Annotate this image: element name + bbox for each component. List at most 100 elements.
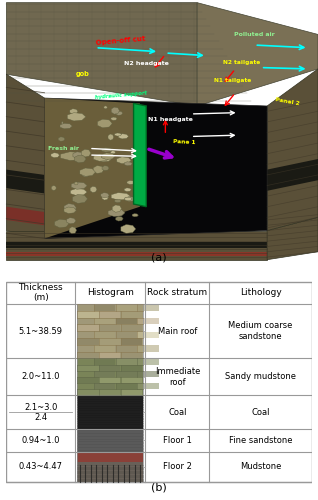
Polygon shape [101,153,115,160]
Polygon shape [67,112,86,121]
Bar [121,365,142,370]
Polygon shape [114,133,121,136]
Polygon shape [74,155,86,163]
Text: Mudstone: Mudstone [240,462,281,471]
Text: Fresh air: Fresh air [48,146,79,151]
Bar [121,378,142,383]
Text: N1 headgate: N1 headgate [148,116,193,121]
Bar [78,304,143,358]
Bar [78,304,143,358]
Text: Rock stratum: Rock stratum [147,288,207,298]
Polygon shape [73,152,84,158]
Bar [121,311,142,318]
Text: 2.0~11.0: 2.0~11.0 [21,372,60,382]
Polygon shape [80,168,95,176]
Text: N1 tailgate: N1 tailgate [213,78,251,84]
Bar [116,359,137,364]
Text: 2.1~3.0: 2.1~3.0 [24,402,57,411]
Polygon shape [98,157,111,162]
Text: (a): (a) [151,252,167,262]
Polygon shape [82,172,89,177]
Bar [94,332,115,338]
Polygon shape [93,154,110,161]
Bar [99,352,121,358]
Text: N2 tailgate: N2 tailgate [223,60,260,65]
Polygon shape [117,157,131,164]
Polygon shape [6,2,197,106]
Polygon shape [108,134,114,140]
Bar [78,352,99,358]
Text: Coal: Coal [168,408,187,417]
Bar [78,325,99,331]
Polygon shape [97,119,112,128]
Polygon shape [114,199,121,202]
Polygon shape [132,214,138,216]
Polygon shape [73,194,87,203]
Text: 0.94~1.0: 0.94~1.0 [21,436,60,445]
Polygon shape [45,98,140,238]
Bar [116,384,137,389]
Bar [121,325,142,331]
Polygon shape [6,252,267,256]
Text: Pane 1: Pane 1 [173,140,196,145]
Polygon shape [64,207,76,214]
Text: 2.4: 2.4 [34,413,47,422]
Bar [137,304,159,311]
Bar [116,318,137,324]
Bar [94,304,115,311]
Bar [78,396,143,430]
Text: hydraulic support: hydraulic support [94,90,147,100]
Bar [78,396,143,430]
Text: Thickness
(m): Thickness (m) [18,283,63,302]
Text: Floor 1: Floor 1 [163,436,192,445]
Text: (b): (b) [151,483,167,493]
Polygon shape [6,242,267,248]
Polygon shape [267,69,318,230]
Polygon shape [124,188,131,192]
Polygon shape [90,186,97,192]
Polygon shape [101,148,112,152]
Polygon shape [108,209,125,216]
Bar [99,390,121,396]
Polygon shape [99,154,106,160]
Bar [78,462,143,482]
Bar [78,452,143,482]
Polygon shape [125,196,136,202]
Bar [121,390,142,396]
Polygon shape [101,192,109,198]
Polygon shape [111,107,120,114]
Text: Lithology: Lithology [240,288,281,298]
Bar [78,358,143,396]
Polygon shape [70,108,78,114]
Bar [78,338,99,345]
Text: Open-off cut: Open-off cut [96,36,146,46]
Bar [94,359,115,364]
Bar [94,371,115,377]
Polygon shape [45,98,267,238]
Bar [99,365,121,370]
Bar [78,390,99,396]
Bar [78,311,99,318]
Bar [137,332,159,338]
Polygon shape [84,151,86,154]
Bar [137,384,159,389]
Polygon shape [71,182,87,190]
Bar [94,345,115,352]
Text: Histogram: Histogram [87,288,134,298]
Bar [121,352,142,358]
Bar [78,378,99,383]
Text: gob: gob [76,71,90,77]
Bar [116,304,137,311]
Polygon shape [93,166,104,173]
Polygon shape [267,159,318,191]
Text: 0.43~4.47: 0.43~4.47 [19,462,63,471]
Polygon shape [124,197,132,200]
Polygon shape [111,117,117,120]
Bar [137,318,159,324]
Polygon shape [64,204,76,212]
Polygon shape [116,111,123,116]
Polygon shape [121,224,136,234]
Bar [121,338,142,345]
Bar [99,325,121,331]
Bar [99,378,121,383]
